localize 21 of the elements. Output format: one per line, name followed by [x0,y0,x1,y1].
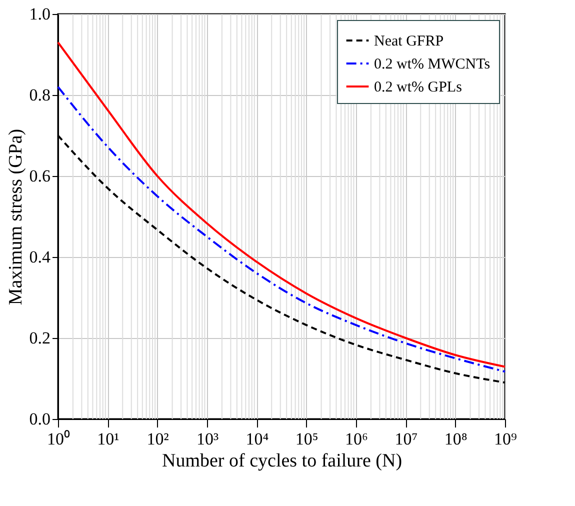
y-axis-title: Maximum stress (GPa) [5,128,26,306]
x-tick-label: 10² [146,430,169,448]
x-tick-label: 10⁶ [345,430,368,448]
legend-label: 0.2 wt% MWCNTs [374,56,490,72]
y-tick-label: 0.4 [29,248,51,266]
y-tick-label: 0.6 [29,166,50,186]
legend-label: Neat GFRP [374,34,444,50]
x-tick-label: 10⁹ [494,430,518,448]
x-tick-label: 10⁴ [246,430,269,448]
x-tick-label: 10⁷ [394,430,418,448]
x-tick-label: 10⁰ [47,430,70,448]
y-tick-label: 0.0 [29,410,50,428]
x-axis-title: Number of cycles to failure (N) [162,450,402,472]
x-tick-label: 10¹ [97,430,120,448]
x-tick-label: 10⁵ [295,430,318,448]
y-tick-label: 0.2 [29,328,50,348]
legend-label: 0.2 wt% GPLs [374,80,462,96]
x-tick-label: 10⁸ [444,430,468,448]
y-tick-label: 0.8 [29,86,50,104]
x-tick-label: 10³ [196,430,219,448]
y-tick-label: 1.0 [29,4,50,24]
